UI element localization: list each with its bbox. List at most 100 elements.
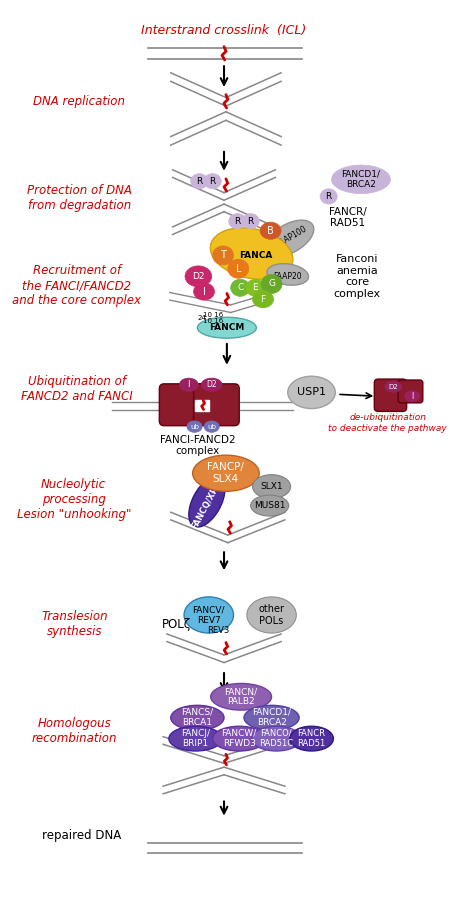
Text: FANCJ/
BRIP1: FANCJ/ BRIP1	[181, 729, 209, 748]
Text: Recruitment of
the FANCI/FANCD2
and the core complex: Recruitment of the FANCI/FANCD2 and the …	[12, 264, 141, 307]
Ellipse shape	[250, 495, 288, 516]
Text: R: R	[247, 216, 253, 226]
Text: FANCR
RAD51: FANCR RAD51	[297, 729, 325, 748]
Text: MUS81: MUS81	[253, 501, 285, 510]
Text: de-ubiquitination
to deactivate the pathway: de-ubiquitination to deactivate the path…	[328, 414, 446, 433]
Text: R: R	[209, 177, 215, 186]
Text: DNA replication: DNA replication	[33, 94, 125, 108]
Text: FANCV/
REV7: FANCV/ REV7	[192, 605, 225, 624]
Ellipse shape	[266, 264, 308, 285]
Ellipse shape	[230, 279, 249, 296]
FancyBboxPatch shape	[159, 384, 205, 425]
Text: ub: ub	[190, 424, 198, 430]
Ellipse shape	[179, 378, 198, 392]
Text: FANCQ/XPF: FANCQ/XPF	[190, 481, 222, 531]
Text: FANCD1/
BRCA2: FANCD1/ BRCA2	[252, 708, 290, 727]
Ellipse shape	[228, 260, 248, 278]
Text: FAAP100: FAAP100	[274, 224, 308, 249]
Text: USP1: USP1	[296, 387, 325, 397]
Text: FANCR/
RAD51: FANCR/ RAD51	[328, 206, 366, 228]
Text: FAAP20: FAAP20	[273, 271, 301, 281]
Text: I: I	[202, 287, 205, 296]
Text: REV3: REV3	[207, 625, 229, 635]
Ellipse shape	[242, 214, 258, 229]
Ellipse shape	[261, 274, 282, 293]
Text: FANCP/
SLX4: FANCP/ SLX4	[207, 462, 244, 484]
Ellipse shape	[212, 726, 265, 751]
Text: FANCD1/
BRCA2: FANCD1/ BRCA2	[341, 170, 379, 189]
Ellipse shape	[246, 597, 296, 633]
Text: Ubiquitination of
FANCD2 and FANCI: Ubiquitination of FANCD2 and FANCI	[20, 374, 132, 403]
Ellipse shape	[188, 477, 224, 527]
FancyBboxPatch shape	[374, 379, 406, 412]
Text: D2: D2	[206, 381, 217, 390]
Text: Fanconi
anemia
core
complex: Fanconi anemia core complex	[333, 254, 380, 299]
Ellipse shape	[289, 726, 333, 751]
Ellipse shape	[251, 726, 300, 751]
Ellipse shape	[185, 266, 211, 287]
Text: other
POLs: other POLs	[258, 604, 284, 625]
Text: I: I	[187, 381, 190, 390]
Text: 10 16: 10 16	[203, 318, 223, 324]
Text: F: F	[260, 294, 265, 304]
FancyBboxPatch shape	[193, 384, 239, 425]
Text: FANCS/
BRCA1: FANCS/ BRCA1	[181, 708, 213, 727]
Text: L: L	[235, 264, 241, 274]
Text: Protection of DNA
from degradation: Protection of DNA from degradation	[27, 184, 131, 213]
Text: Interstrand crosslink  (ICL): Interstrand crosslink (ICL)	[141, 25, 306, 38]
Text: R: R	[325, 192, 331, 201]
FancyBboxPatch shape	[397, 380, 422, 403]
Ellipse shape	[210, 683, 271, 710]
Ellipse shape	[193, 283, 214, 300]
Ellipse shape	[170, 705, 223, 730]
Text: FANCN/
PALB2: FANCN/ PALB2	[224, 687, 257, 706]
Ellipse shape	[245, 279, 264, 296]
Text: D2: D2	[388, 383, 397, 390]
Text: FANCA: FANCA	[238, 251, 272, 260]
Text: G: G	[268, 280, 274, 289]
Ellipse shape	[210, 227, 292, 280]
Ellipse shape	[260, 222, 280, 239]
Text: FANCI-FANCD2
complex: FANCI-FANCD2 complex	[159, 435, 235, 457]
Text: Homologous
recombination: Homologous recombination	[32, 717, 117, 745]
Text: SLX1: SLX1	[260, 482, 282, 492]
Text: T: T	[220, 250, 226, 260]
Text: Nucleolytic
processing
Lesion "unhooking": Nucleolytic processing Lesion "unhooking…	[16, 479, 131, 522]
Text: R: R	[196, 177, 202, 186]
Polygon shape	[195, 400, 208, 412]
Ellipse shape	[331, 165, 389, 193]
Ellipse shape	[319, 189, 336, 204]
Ellipse shape	[184, 597, 233, 633]
Ellipse shape	[287, 376, 334, 409]
Ellipse shape	[192, 455, 258, 492]
Ellipse shape	[252, 291, 273, 308]
Text: I: I	[410, 392, 413, 401]
Text: D2: D2	[192, 271, 204, 281]
Text: 24: 24	[197, 315, 206, 321]
Text: B: B	[267, 226, 273, 236]
Ellipse shape	[404, 391, 419, 402]
Text: C: C	[237, 283, 243, 293]
Text: POLζ: POLζ	[162, 618, 191, 631]
Ellipse shape	[228, 214, 245, 229]
Text: R: R	[234, 216, 240, 226]
Ellipse shape	[243, 705, 298, 730]
Ellipse shape	[201, 378, 222, 392]
Text: 10 16: 10 16	[203, 313, 223, 318]
Text: FANCO/
RAD51C: FANCO/ RAD51C	[259, 729, 293, 748]
Ellipse shape	[187, 421, 202, 432]
Ellipse shape	[384, 381, 401, 392]
Ellipse shape	[203, 173, 221, 189]
Text: Translesion
synthesis: Translesion synthesis	[41, 611, 108, 638]
Text: ub: ub	[207, 424, 216, 430]
Text: FANCM: FANCM	[209, 323, 244, 332]
Ellipse shape	[265, 220, 313, 257]
Ellipse shape	[168, 726, 222, 751]
Text: E: E	[252, 283, 258, 293]
Ellipse shape	[190, 173, 207, 189]
Ellipse shape	[203, 421, 219, 432]
Text: FANCW/
RFWD3: FANCW/ RFWD3	[221, 729, 256, 748]
Ellipse shape	[252, 475, 290, 499]
Ellipse shape	[197, 317, 256, 338]
Ellipse shape	[212, 246, 233, 265]
